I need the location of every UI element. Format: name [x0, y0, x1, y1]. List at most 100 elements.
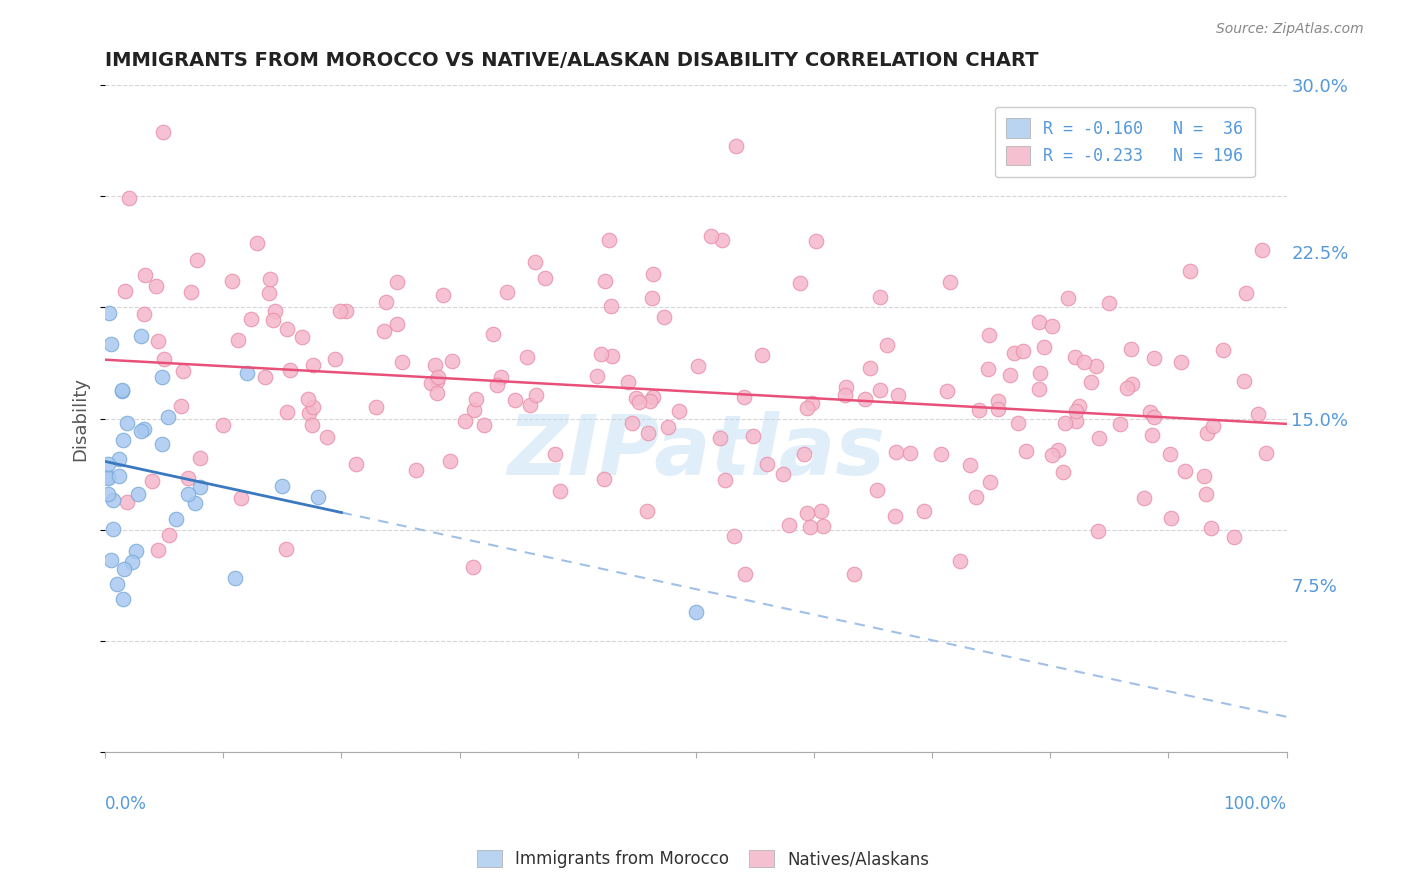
- Point: [276, 321, 298, 335]
- Point: [385, 275, 408, 289]
- Point: [184, 495, 207, 509]
- Point: [965, 490, 987, 504]
- Legend: R = -0.160   N =  36, R = -0.233   N = 196: R = -0.160 N = 36, R = -0.233 N = 196: [994, 107, 1254, 177]
- Point: [344, 457, 367, 471]
- Point: [643, 267, 665, 281]
- Point: [1139, 405, 1161, 419]
- Point: [1199, 521, 1222, 535]
- Point: [1064, 404, 1087, 418]
- Point: [301, 417, 323, 432]
- Point: [637, 426, 659, 441]
- Point: [842, 567, 865, 582]
- Point: [533, 270, 555, 285]
- Point: [810, 503, 832, 517]
- Point: [1028, 383, 1050, 397]
- Point: [1015, 444, 1038, 458]
- Point: [1246, 407, 1268, 421]
- Point: [1032, 340, 1054, 354]
- Point: [170, 399, 193, 413]
- Point: [1098, 296, 1121, 310]
- Point: [157, 527, 180, 541]
- Point: [778, 518, 800, 533]
- Point: [979, 475, 1001, 489]
- Point: [132, 422, 155, 436]
- Point: [420, 376, 443, 390]
- Point: [713, 473, 735, 487]
- Point: [405, 463, 427, 477]
- Point: [834, 388, 856, 402]
- Point: [685, 605, 707, 619]
- Point: [375, 295, 398, 310]
- Point: [853, 392, 876, 406]
- Point: [624, 391, 647, 405]
- Point: [742, 429, 765, 443]
- Point: [1040, 448, 1063, 462]
- Point: [598, 233, 620, 247]
- Point: [101, 493, 124, 508]
- Point: [254, 369, 277, 384]
- Point: [112, 592, 135, 607]
- Point: [600, 299, 623, 313]
- Point: [180, 285, 202, 300]
- Point: [986, 393, 1008, 408]
- Point: [1028, 315, 1050, 329]
- Point: [657, 420, 679, 434]
- Point: [751, 348, 773, 362]
- Point: [150, 370, 173, 384]
- Point: [297, 392, 319, 407]
- Point: [108, 451, 131, 466]
- Point: [323, 351, 346, 366]
- Point: [454, 413, 477, 427]
- Point: [100, 553, 122, 567]
- Point: [97, 471, 120, 485]
- Point: [387, 317, 409, 331]
- Point: [979, 328, 1001, 343]
- Point: [593, 274, 616, 288]
- Point: [796, 506, 818, 520]
- Point: [145, 279, 167, 293]
- Point: [959, 458, 981, 472]
- Point: [1087, 524, 1109, 539]
- Point: [105, 576, 128, 591]
- Point: [592, 472, 614, 486]
- Point: [949, 553, 972, 567]
- Point: [1047, 442, 1070, 457]
- Point: [391, 355, 413, 369]
- Point: [298, 406, 321, 420]
- Point: [1159, 447, 1181, 461]
- Point: [628, 395, 651, 409]
- Point: [1119, 342, 1142, 356]
- Point: [931, 447, 953, 461]
- Point: [686, 359, 709, 373]
- Point: [544, 447, 567, 461]
- Point: [177, 487, 200, 501]
- Point: [150, 437, 173, 451]
- Point: [212, 417, 235, 432]
- Point: [887, 387, 910, 401]
- Point: [229, 491, 252, 505]
- Point: [621, 416, 644, 430]
- Point: [426, 385, 449, 400]
- Point: [129, 328, 152, 343]
- Point: [835, 380, 858, 394]
- Point: [485, 377, 508, 392]
- Point: [97, 469, 120, 483]
- Point: [472, 417, 495, 432]
- Point: [898, 445, 921, 459]
- Point: [1002, 346, 1025, 360]
- Point: [426, 374, 449, 388]
- Point: [1121, 376, 1143, 391]
- Point: [489, 369, 512, 384]
- Point: [1174, 464, 1197, 478]
- Point: [976, 361, 998, 376]
- Point: [1028, 366, 1050, 380]
- Point: [796, 401, 818, 416]
- Point: [617, 376, 640, 390]
- Point: [876, 338, 898, 352]
- Point: [108, 469, 131, 483]
- Point: [291, 330, 314, 344]
- Point: [100, 336, 122, 351]
- Point: [112, 562, 135, 576]
- Point: [866, 483, 889, 498]
- Point: [700, 228, 723, 243]
